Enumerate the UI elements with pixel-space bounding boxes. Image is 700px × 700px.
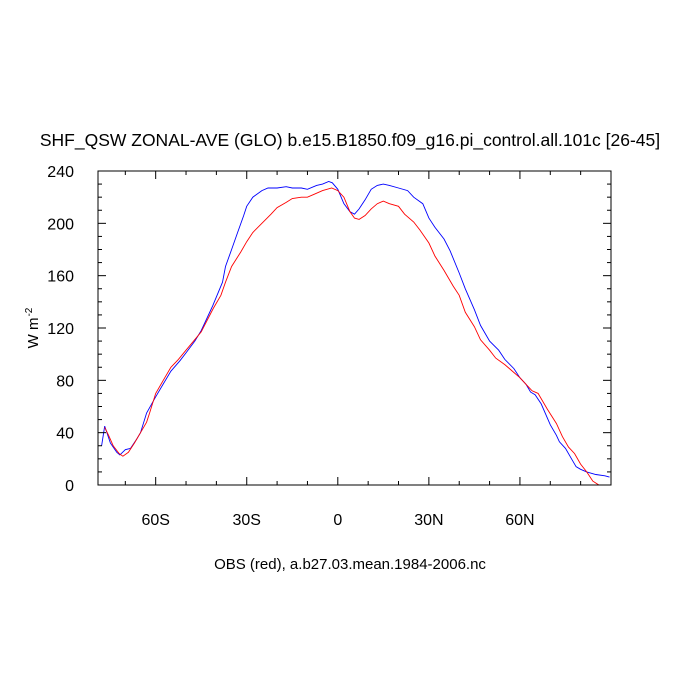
y-tick-label: 0 (65, 478, 74, 495)
y-tick-label: 240 (47, 164, 74, 181)
plot-frame (97, 170, 612, 486)
y-axis-label: W m -2 (24, 307, 42, 348)
x-tick-label: 60S (141, 512, 169, 529)
x-tick-label: 30N (414, 512, 443, 529)
axis-tick-labels: 60S 30S 0 30N 60N 0 40 80 120 160 200 240 (47, 164, 534, 529)
y-axis-label-text: W m (25, 318, 42, 349)
series-line-0 (101, 181, 610, 478)
plot-lines (101, 181, 610, 486)
x-tick-label: 60N (505, 512, 534, 529)
y-tick-label: 40 (56, 426, 74, 443)
y-tick-label: 160 (47, 269, 74, 286)
y-tick-label: 200 (47, 216, 74, 233)
x-axis-label: OBS (red), a.b27.03.mean.1984-2006.nc (214, 556, 486, 573)
y-tick-label: 120 (47, 321, 74, 338)
series-line-1 (104, 187, 608, 486)
x-tick-label: 30S (233, 512, 261, 529)
y-axis-label-superscript: -2 (24, 307, 35, 316)
x-tick-label: 0 (333, 512, 342, 529)
axis-ticks (98, 170, 611, 486)
y-tick-label: 80 (56, 373, 74, 390)
chart-title: SHF_QSW ZONAL-AVE (GLO) b.e15.B1850.f09_… (40, 130, 660, 151)
